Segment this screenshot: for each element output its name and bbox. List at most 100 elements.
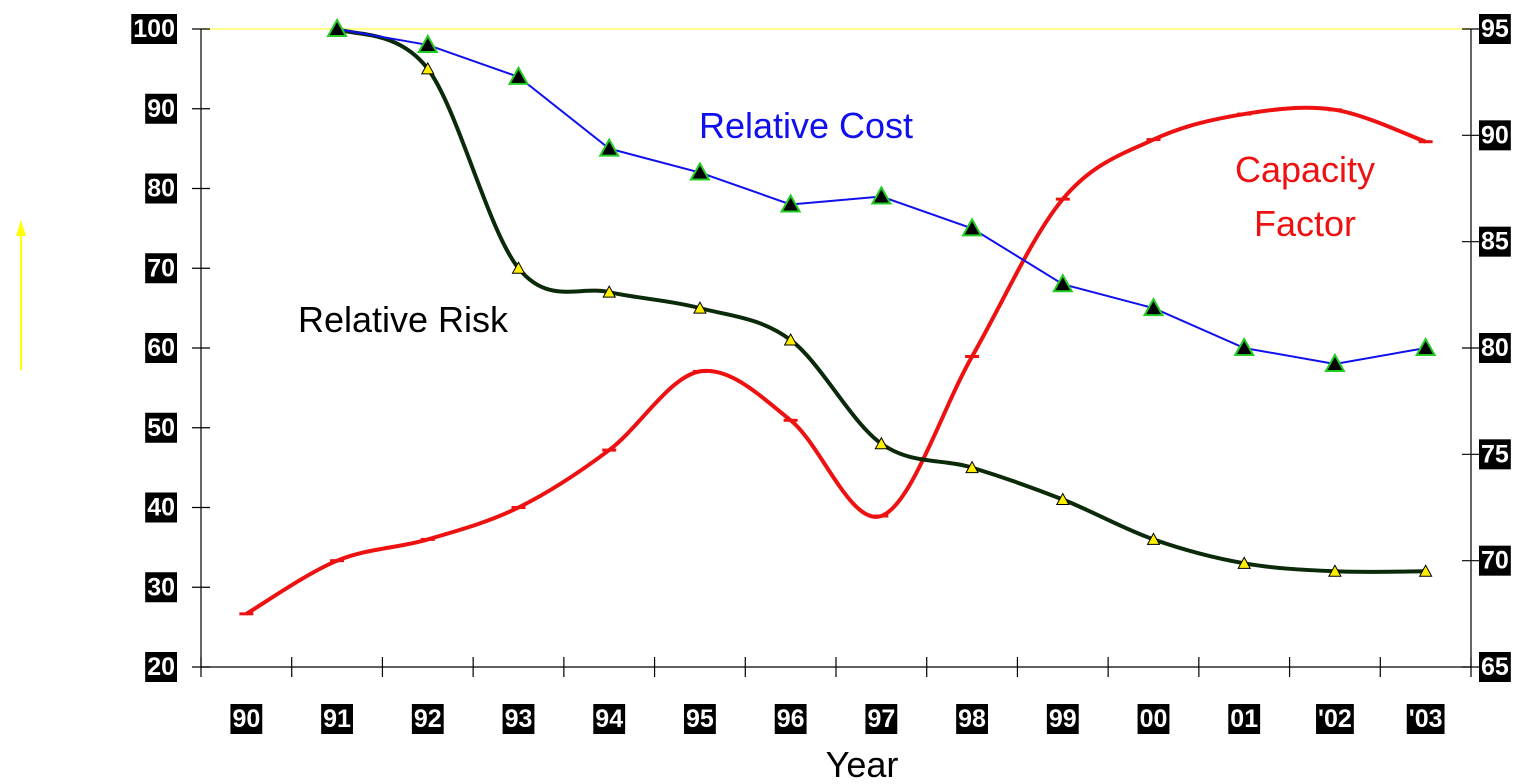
x-tick-label-box — [1046, 704, 1079, 734]
x-tick-label-text: '02 — [1318, 705, 1352, 733]
y-right-tick-label-box — [1479, 545, 1511, 576]
x-tick-label-box — [956, 704, 988, 734]
x-tick-label-text: 93 — [505, 705, 533, 733]
relative-cost-point — [507, 65, 530, 85]
y-right-tick-label: 90 — [1479, 120, 1511, 151]
x-tick-label-text: 92 — [414, 705, 442, 733]
y-left-tick-label-text: 60 — [147, 334, 175, 362]
relative-risk-point — [783, 332, 798, 346]
chart-tick-labels: 100 90 80 70 60 50 40 30 20 95 90 85 80 75 70 65 90 91 92 9… — [131, 14, 1511, 734]
x-tick-label: 92 — [411, 704, 444, 734]
x-tick-label: 91 — [321, 704, 353, 734]
x-tick-label: 98 — [956, 704, 988, 734]
y-left-tick-label-box — [145, 93, 177, 124]
y-left-tick-label-text: 100 — [133, 15, 175, 43]
y-right-tick-label-text: 80 — [1481, 334, 1509, 362]
y-left-tick-label-text: 50 — [147, 414, 175, 442]
x-tick-label-box — [1137, 704, 1170, 734]
relative-risk-point — [965, 460, 979, 474]
y-right-tick-label-text: 90 — [1481, 121, 1509, 149]
y-right-tick-label-box — [1479, 226, 1511, 257]
x-tick-label-box — [865, 704, 898, 734]
y-right-tick-label-text: 65 — [1481, 653, 1509, 681]
relative-risk-point — [1055, 492, 1070, 506]
relative-cost-point — [1052, 273, 1074, 293]
x-tick-label: 01 — [1228, 704, 1261, 734]
relative-cost-point — [1142, 297, 1165, 317]
relative-risk-point — [420, 61, 435, 75]
x-tick-label: '02 — [1316, 704, 1354, 734]
y-left-tick-label-text: 30 — [147, 573, 175, 601]
x-tick-label: 95 — [684, 704, 716, 734]
x-tick-label-box — [1228, 704, 1261, 734]
y-right-tick-label: 85 — [1479, 226, 1511, 257]
relative-cost-point — [1414, 336, 1437, 356]
x-tick-label-box — [1316, 704, 1354, 734]
series-label-relative-risk: Relative Risk — [298, 299, 509, 340]
x-tick-label: 99 — [1046, 704, 1079, 734]
relative-cost-point — [1233, 336, 1255, 356]
y-left-tick-label: 40 — [145, 492, 177, 523]
x-tick-label-box — [593, 704, 626, 734]
y-right-tick-label: 75 — [1479, 439, 1511, 470]
x-tick-label-text: 99 — [1049, 705, 1077, 733]
y-right-tick-label: 65 — [1479, 652, 1511, 682]
series-label-relative-cost: Relative Cost — [699, 105, 913, 146]
relative-cost-point — [961, 217, 983, 237]
x-tick-label: 90 — [230, 704, 263, 734]
x-tick-label-text: 01 — [1230, 705, 1258, 733]
relative-risk-point — [1237, 556, 1252, 569]
x-tick-label-box — [502, 704, 535, 734]
y-right-tick-label: 80 — [1479, 333, 1511, 363]
x-tick-label-box — [1406, 704, 1445, 734]
relative-risk-point — [693, 301, 707, 314]
x-tick-label-text: '03 — [1409, 705, 1443, 733]
x-tick-label-text: 96 — [777, 705, 805, 733]
relative-risk-point — [874, 436, 889, 450]
y-left-tick-label-text: 80 — [147, 175, 175, 203]
y-left-tick-label-box — [145, 412, 177, 443]
x-tick-label-text: 00 — [1140, 705, 1168, 733]
y-right-tick-label-box — [1479, 120, 1511, 151]
relative-cost-point — [779, 193, 802, 213]
relative-risk-point — [1418, 564, 1433, 577]
y-right-tick-label-text: 85 — [1481, 228, 1509, 256]
x-tick-label: '03 — [1406, 704, 1445, 734]
x-tick-label-text: 90 — [232, 705, 260, 733]
chart-markers — [239, 17, 1437, 616]
y-left-tick-label-text: 90 — [147, 95, 175, 123]
x-tick-label-box — [774, 704, 807, 734]
relative-cost-point — [598, 137, 620, 157]
x-tick-label-text: 91 — [323, 705, 351, 733]
x-tick-label-box — [321, 704, 353, 734]
y-right-tick-label-text: 75 — [1481, 440, 1509, 468]
series-line-capacity-factor — [245, 105, 1427, 616]
y-left-tick-label-text: 20 — [147, 653, 175, 681]
y-right-tick-label-box — [1479, 652, 1511, 682]
relative-risk-point — [602, 285, 617, 298]
relative-risk-point — [511, 261, 526, 274]
y-left-tick-label: 60 — [145, 333, 177, 363]
up-arrow-icon — [16, 220, 26, 370]
y-right-tick-label-box — [1479, 439, 1511, 470]
y-right-tick-label: 95 — [1479, 14, 1511, 44]
y-left-tick-label-text: 70 — [147, 254, 175, 282]
y-left-tick-label: 20 — [145, 652, 177, 682]
x-tick-label-text: 98 — [958, 705, 986, 733]
y-left-tick-label: 70 — [145, 253, 177, 284]
y-left-tick-label-box — [145, 253, 177, 284]
relative-cost-point — [689, 161, 711, 181]
y-left-tick-label: 100 — [131, 14, 177, 44]
x-tick-label: 97 — [865, 704, 898, 734]
y-left-tick-label: 30 — [145, 572, 177, 603]
y-right-tick-label-box — [1479, 14, 1511, 44]
x-tick-label-box — [684, 704, 716, 734]
y-left-tick-label-box — [145, 652, 177, 682]
relative-cost-point — [326, 17, 348, 37]
relative-cost-point — [417, 33, 439, 53]
y-right-tick-label-text: 95 — [1481, 15, 1509, 43]
y-left-tick-label-text: 40 — [147, 494, 175, 522]
series-line-relative-risk — [336, 27, 1426, 574]
x-tick-label: 93 — [502, 704, 535, 734]
